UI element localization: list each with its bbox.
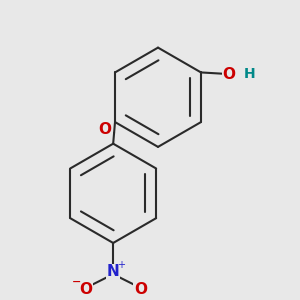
Text: N: N (107, 264, 119, 279)
Text: H: H (244, 67, 256, 81)
Text: −: − (72, 276, 81, 286)
Text: O: O (80, 282, 92, 297)
Text: O: O (134, 282, 147, 297)
Text: +: + (117, 260, 125, 270)
Text: O: O (98, 122, 111, 137)
Text: O: O (223, 67, 236, 82)
